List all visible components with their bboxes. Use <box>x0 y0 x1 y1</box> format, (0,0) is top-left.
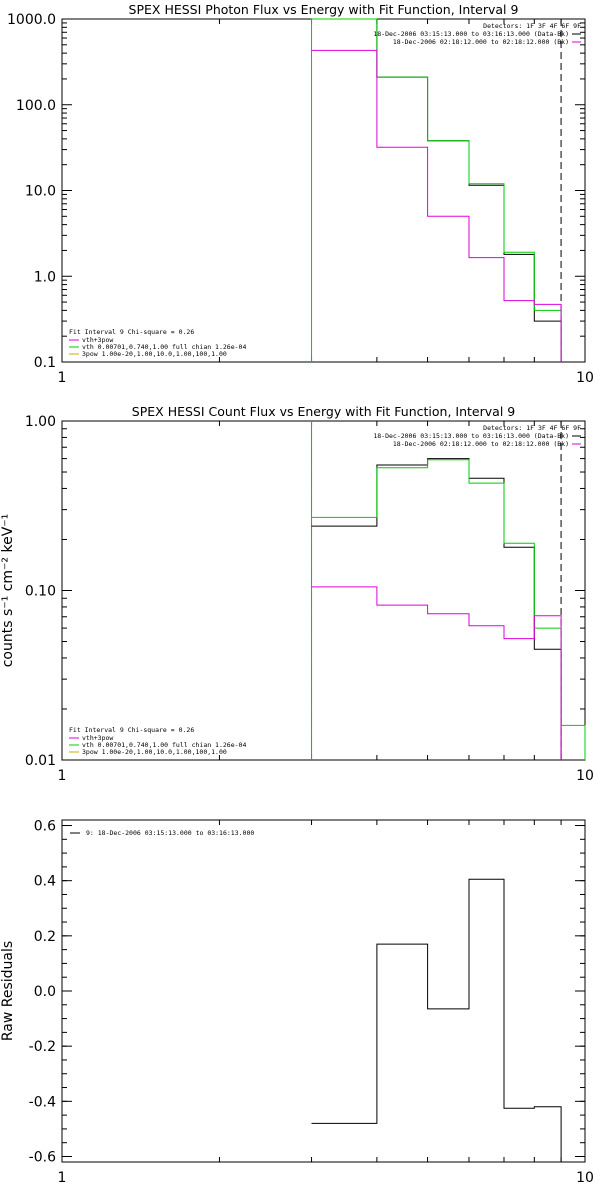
histogram-series <box>311 459 586 760</box>
plot-frame <box>61 18 586 363</box>
legend-entry-label: 18-Dec-2006 03:15:13.000 to 03:16:13.000… <box>373 30 569 38</box>
plot-frame <box>61 819 586 1163</box>
fit-legend-label: vth 0.00701,0.740,1.00 full chian 1.26e-… <box>82 343 246 351</box>
histogram-series <box>311 18 562 362</box>
histogram-series <box>311 586 562 760</box>
count-flux-panel: SPEX HESSI Count Flux vs Energy with Fit… <box>0 404 594 784</box>
x-tick-label: 1 <box>58 1170 67 1186</box>
y-tick-label: 0.6 <box>34 819 56 835</box>
legend-entry-label: 18-Dec-2006 02:18:12.000 to 02:18:12.000… <box>393 440 569 448</box>
x-tick-label: 10 <box>576 370 594 386</box>
histogram-series <box>311 878 562 1162</box>
y-tick-label: 1000.0 <box>7 12 56 28</box>
y-tick-label: 0.2 <box>34 929 56 945</box>
y-axis-label: Raw Residuals <box>0 941 16 1041</box>
y-tick-label: -0.2 <box>29 1039 56 1055</box>
plot-frame <box>61 420 586 761</box>
fit-legend-label: vth+3pow <box>82 734 113 742</box>
photon-flux-panel: SPEX HESSI Photon Flux vs Energy with Fi… <box>7 2 594 386</box>
legend-entry-label: 9: 18-Dec-2006 03:15:13.000 to 03:16:13.… <box>86 829 254 837</box>
histogram-series <box>311 49 562 362</box>
fit-legend-label: 3pow 1.00e-20,1.00,10.0,1.00,100,1.00 <box>82 748 227 756</box>
fit-legend-label: vth+3pow <box>82 336 113 344</box>
x-tick-label: 10 <box>576 768 594 784</box>
y-tick-label: 0.10 <box>25 584 56 600</box>
x-tick-label: 1 <box>58 768 67 784</box>
histogram-series <box>311 18 562 362</box>
y-tick-label: 100.0 <box>16 98 56 114</box>
fit-legend-header: Fit Interval 9 Chi-square = 0.26 <box>69 726 194 734</box>
y-tick-label: 0.1 <box>34 355 56 371</box>
y-tick-label: 1.00 <box>25 414 56 430</box>
y-tick-label: 10.0 <box>25 184 56 200</box>
y-tick-label: 1.0 <box>34 269 56 285</box>
x-tick-label: 1 <box>58 370 67 386</box>
y-tick-label: 0.01 <box>25 753 56 769</box>
legend-entry-label: 18-Dec-2006 02:18:12.000 to 02:18:12.000… <box>393 38 569 46</box>
fit-legend-label: vth 0.00701,0.740,1.00 full chian 1.26e-… <box>82 741 246 749</box>
fit-legend-header: Fit Interval 9 Chi-square = 0.26 <box>69 328 194 336</box>
legend-entry-label: 18-Dec-2006 03:15:13.000 to 03:16:13.000… <box>373 432 569 440</box>
x-tick-label: 10 <box>576 1170 594 1186</box>
chart-title: SPEX HESSI Photon Flux vs Energy with Fi… <box>129 2 519 17</box>
y-tick-label: -0.6 <box>29 1149 56 1165</box>
chart-title: SPEX HESSI Count Flux vs Energy with Fit… <box>132 404 515 419</box>
y-tick-label: 0.0 <box>34 984 56 1000</box>
histogram-series <box>311 458 562 760</box>
y-axis-label: counts s⁻¹ cm⁻² keV⁻¹ <box>0 514 16 668</box>
fit-legend-label: 3pow 1.00e-20,1.00,10.0,1.00,100,1.00 <box>82 350 227 358</box>
y-tick-label: -0.4 <box>29 1094 56 1110</box>
legend-header: Detectors: 1F 3F 4F 6F 9F <box>483 22 581 30</box>
legend-header: Detectors: 1F 3F 4F 6F 9F <box>483 424 581 432</box>
y-tick-label: 0.4 <box>34 874 56 890</box>
residuals-panel: Raw Residuals 1 10 -0.6 -0.4 -0.2 0.0 0.2 0.4 0.6… <box>0 819 594 1186</box>
